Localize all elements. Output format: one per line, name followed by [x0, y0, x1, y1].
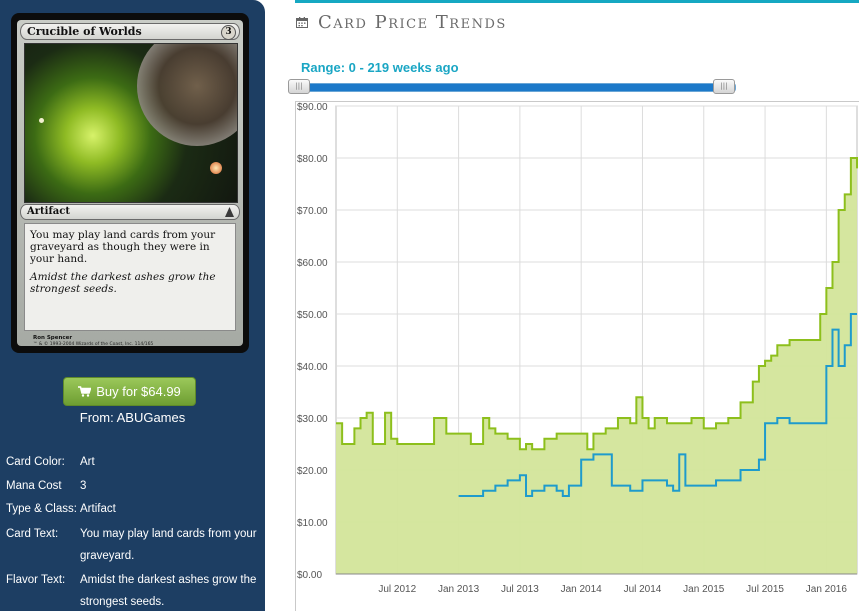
- y-tick-label: $20.00: [297, 466, 328, 477]
- x-tick-label: Jan 2015: [683, 584, 725, 595]
- seller-name: From: ABUGames: [79, 410, 186, 425]
- attr-label-color: Card Color:: [6, 456, 65, 468]
- attr-value-color: Art: [80, 456, 95, 468]
- series-area-high: [336, 158, 857, 574]
- card-rules-text: You may play land cards from your gravey…: [30, 229, 216, 265]
- y-tick-label: $40.00: [297, 362, 328, 373]
- attr-value-text: You may play land cards from your gravey…: [80, 528, 257, 562]
- x-tick-label: Jul 2012: [378, 584, 416, 595]
- x-tick-label: Jan 2014: [561, 584, 603, 595]
- y-tick-label: $70.00: [297, 206, 328, 217]
- attr-value-mana: 3: [80, 480, 87, 492]
- x-tick-label: Jan 2013: [438, 584, 480, 595]
- artwork-star: [210, 162, 222, 174]
- card-name: Crucible of Worlds: [27, 25, 142, 38]
- card-artist: Ron Spencer: [33, 335, 73, 341]
- y-tick-label: $30.00: [297, 414, 328, 425]
- range-slider-track[interactable]: [290, 83, 736, 92]
- range-slider-handle-start[interactable]: |||: [288, 79, 310, 94]
- series-line-high: [336, 157, 858, 451]
- card-type-bar: Artifact: [20, 204, 240, 220]
- x-tick-label: Jan 2016: [806, 584, 848, 595]
- price-trends-title: Card Price Trends: [318, 12, 507, 33]
- y-tick-label: $10.00: [297, 518, 328, 529]
- artwork-star: [39, 118, 44, 123]
- card-textbox: You may play land cards from your gravey…: [24, 223, 236, 331]
- x-tick-label: Jul 2014: [624, 584, 662, 595]
- attr-value-flavor: Amidst the darkest ashes grow the strong…: [80, 574, 257, 608]
- range-slider-handle-end[interactable]: |||: [713, 79, 735, 94]
- chart-frame: [295, 101, 859, 611]
- series-line-low: [458, 313, 857, 497]
- x-tick-label: Jul 2013: [501, 584, 539, 595]
- y-tick-label: $80.00: [297, 154, 328, 165]
- card-mana-symbol: 3: [221, 25, 236, 40]
- card-flavor-text: Amidst the darkest ashes grow the strong…: [30, 271, 216, 295]
- set-symbol-icon: [225, 207, 234, 217]
- attr-label-text: Card Text:: [6, 528, 59, 540]
- card-artwork: [24, 43, 238, 203]
- card-sidebar: Crucible of Worlds 3 Artifact You may pl…: [0, 0, 265, 611]
- buy-button[interactable]: Buy for $64.99: [63, 377, 196, 406]
- price-trend-chart: $0.00 $10.00 $20.00 $30.00 $40.00 $50.00 $60.0…: [297, 102, 858, 595]
- artwork-orb: [137, 44, 237, 146]
- y-tick-label: $50.00: [297, 310, 328, 321]
- buy-button-label: Buy for $64.99: [96, 384, 181, 399]
- section-top-border: [295, 0, 859, 3]
- x-tick-label: Jul 2015: [746, 584, 784, 595]
- attr-value-type: Artifact: [80, 503, 116, 515]
- calendar-icon: [296, 17, 308, 28]
- card-frame: Crucible of Worlds 3 Artifact You may pl…: [17, 20, 243, 347]
- y-tick-label: $60.00: [297, 258, 328, 269]
- attr-label-type: Type & Class:: [6, 503, 77, 515]
- card-image: Crucible of Worlds 3 Artifact You may pl…: [11, 13, 249, 353]
- card-name-bar: Crucible of Worlds 3: [20, 23, 240, 40]
- card-copyright: ™ & © 1993-2004 Wizards of the Coast, In…: [33, 342, 154, 347]
- range-label: Range: 0 - 219 weeks ago: [301, 60, 459, 75]
- attr-label-mana: Mana Cost: [6, 480, 62, 492]
- card-type-line: Artifact: [27, 206, 70, 217]
- y-tick-label: $0.00: [297, 570, 322, 581]
- shopping-cart-icon: [78, 386, 92, 397]
- attr-label-flavor: Flavor Text:: [6, 574, 66, 586]
- y-tick-label: $90.00: [297, 102, 328, 113]
